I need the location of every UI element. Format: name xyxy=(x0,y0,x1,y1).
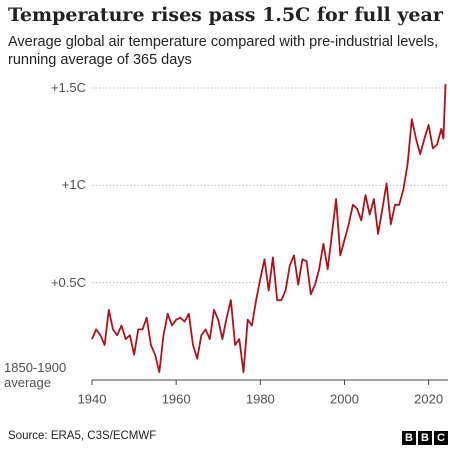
x-tick-label: 1960 xyxy=(162,391,191,406)
x-tick-label: 1980 xyxy=(246,391,275,406)
x-tick-label: 2020 xyxy=(414,391,443,406)
logo-letter: C xyxy=(434,431,448,445)
logo: B B C xyxy=(402,431,448,445)
y-tick-label: +1.5C xyxy=(50,80,86,96)
logo-letter: B xyxy=(418,431,432,445)
chart-title: Temperature rises pass 1.5C for full yea… xyxy=(8,4,443,26)
x-tick-label: 2000 xyxy=(330,391,359,406)
chart-subtitle: Average global air temperature compared … xyxy=(8,34,439,68)
y-tick-label: 1850-1900 average xyxy=(4,360,67,390)
x-tick-label: 1940 xyxy=(78,391,107,406)
line-series xyxy=(91,84,447,374)
logo-letter: B xyxy=(402,431,416,445)
source: Source: ERA5, C3S/ECMWF xyxy=(8,430,157,442)
y-tick-label: +1C xyxy=(61,177,86,193)
y-tick-label: +0.5C xyxy=(50,274,86,290)
